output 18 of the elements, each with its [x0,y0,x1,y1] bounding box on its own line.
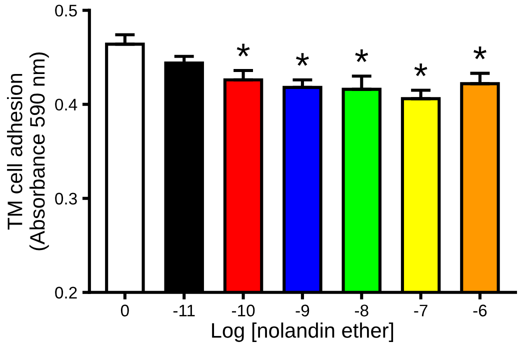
y-tick-label: 0.2 [55,286,77,299]
data-label: * [474,46,486,60]
y-tick-label: 0.4 [55,98,78,111]
x-axis-title: Log [nolandin ether] [212,322,394,342]
x-tick-label: 0 [120,304,129,316]
y-tick-label: 0.5 [55,4,77,17]
x-tick-label: -8 [354,304,368,316]
data-label: * [296,53,309,66]
y-tick-label: 0.3 [55,192,77,205]
data-label: * [414,63,428,76]
x-tick-label: -6 [473,304,487,316]
x-tick-label: -7 [414,304,428,316]
x-tick-label: -11 [173,304,195,316]
data-label: * [355,49,368,62]
y-axis-title: TM cell adhesion (Absorbance 590 nm) [7,52,49,250]
x-tick-label: -9 [296,304,310,316]
x-tick-label: -10 [232,304,255,316]
data-label: * [236,44,250,56]
